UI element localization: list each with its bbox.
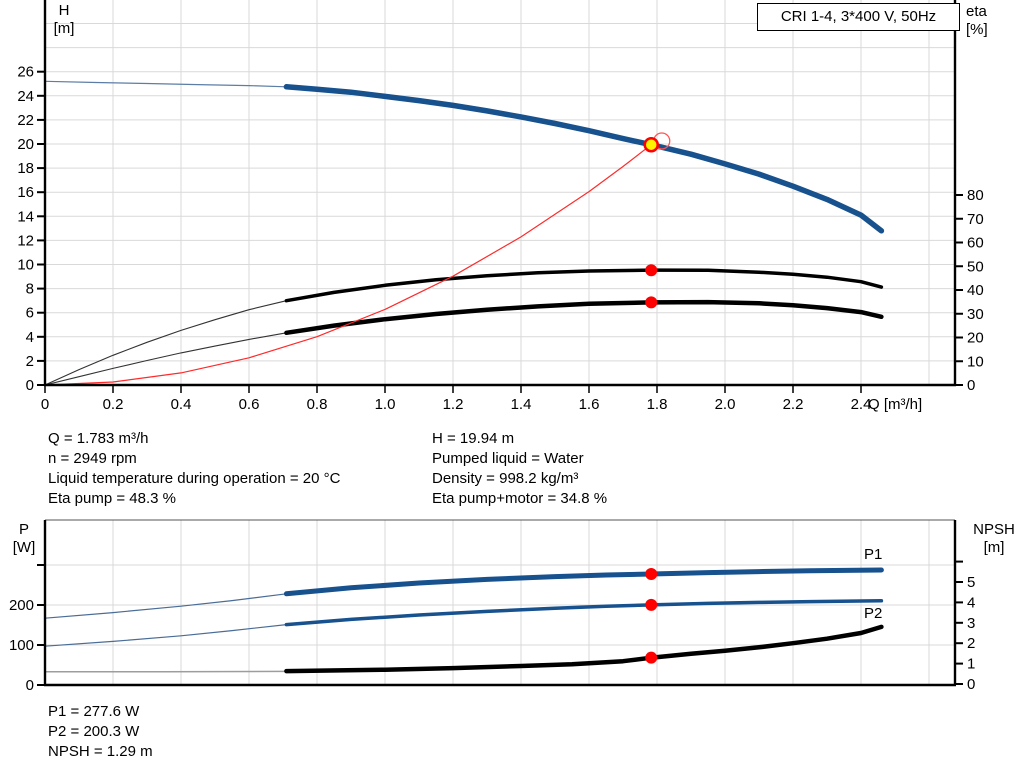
eta-pump-curve [284,268,884,303]
x-tick-label: 0.6 [239,396,260,413]
annotation-speed: n = 2949 rpm [48,450,137,467]
npsh-curve [284,624,884,674]
right-tick-label: 5 [967,574,975,591]
x-tick-label: 0.4 [171,396,192,413]
x-tick-label: 1.2 [443,396,464,413]
left-tick-label: 20 [17,136,34,153]
duty-annotations-left: Q = 1.783 m³/h n = 2949 rpm Liquid tempe… [48,429,340,509]
left-tick-label: 18 [17,160,34,177]
npsh-axis-label-symbol: NPSH [973,521,1015,538]
p-axis-label-unit: [W] [12,539,36,556]
right-tick-label: 0 [967,377,975,394]
power-annotations: P1 = 277.6 W P2 = 200.3 W NPSH = 1.29 m [48,702,153,762]
eta-pump-motor-curve [44,332,287,386]
right-tick-label: 2 [967,635,975,652]
system-curve [44,144,652,386]
eta-axis-label-unit: [%] [966,21,988,38]
left-tick-label: 12 [17,232,34,249]
eta-pump-motor-curve [284,299,884,336]
left-tick-label: 10 [17,257,34,274]
x-tick-label: 1.6 [579,396,600,413]
eta-pump-curve [44,300,287,386]
annotation-p1: P1 = 277.6 W [48,703,140,720]
p2-curve-label: P2 [864,605,882,622]
right-tick-label: 60 [967,235,984,252]
left-tick-label: 200 [9,597,34,614]
pump-title-box: CRI 1-4, 3*400 V, 50Hz [757,3,960,31]
right-tick-label: 4 [967,594,975,611]
head-curve [283,84,885,234]
right-tick-label: 50 [967,258,984,275]
right-tick-label: 20 [967,330,984,347]
right-tick-label: 40 [967,282,984,299]
left-tick-label: 4 [26,329,34,346]
power-npsh-chart: 0 100 200 0 1 2 3 4 5 P1 P2 [9,519,975,694]
right-tick-label: 10 [967,353,984,370]
p-axis-label: P [W] [7,521,41,557]
right-tick-label: 70 [967,211,984,228]
duty-annotations-right: H = 19.94 m Pumped liquid = Water Densit… [432,429,607,509]
x-tick-label: 1.4 [511,396,532,413]
h-axis-label-unit: [m] [53,20,75,37]
npsh-axis-label-unit: [m] [983,539,1005,556]
annotation-liquid-temp: Liquid temperature during operation = 20… [48,470,341,487]
annotation-pumped-liquid: Pumped liquid = Water [432,450,584,467]
eta-pump-point[interactable] [645,264,658,277]
head-curve [44,80,287,88]
x-tick-label: 2.4 [851,396,872,413]
p-axis-label-symbol: P [18,521,29,538]
left-tick-label: 22 [17,112,34,129]
x-tick-label: 0 [41,396,49,413]
annotation-eta-pump-motor: Eta pump+motor = 34.8 % [432,490,608,507]
p2-curve [284,599,884,627]
x-tick-label: 1.8 [647,396,668,413]
npsh-point[interactable] [645,651,658,664]
left-tick-label: 26 [17,64,34,81]
p1-curve [283,567,884,597]
annotation-p2: P2 = 200.3 W [48,723,140,740]
h-axis-label: H [m] [50,2,78,38]
right-tick-label: 30 [967,306,984,323]
annotation-density: Density = 998.2 kg/m³ [432,470,579,487]
annotation-eta-pump: Eta pump = 48.3 % [48,490,176,507]
x-tick-label: 2.0 [715,396,736,413]
x-tick-label: 1.0 [375,396,396,413]
left-tick-label: 6 [26,305,34,322]
head-efficiency-chart: 0246810121416182022242601020304050607080… [17,0,984,413]
left-tick-label: 8 [26,281,34,298]
left-tick-label: 24 [17,88,34,105]
annotation-npsh: NPSH = 1.29 m [48,743,153,760]
p1-curve-label: P1 [864,546,882,563]
x-tick-label: 0.8 [307,396,328,413]
npsh-axis-label: NPSH [m] [966,521,1022,557]
left-tick-label: 0 [26,677,34,694]
left-tick-label: 100 [9,637,34,654]
left-tick-label: 2 [26,353,34,370]
duty-point[interactable] [643,136,659,153]
right-tick-label: 80 [967,187,984,204]
x-tick-label: 0.2 [103,396,124,413]
eta-pump-motor-point[interactable] [645,296,658,309]
annotation-q: Q = 1.783 m³/h [48,430,149,447]
right-tick-label: 1 [967,656,975,673]
eta-axis-label: eta [%] [966,3,988,39]
p1-point[interactable] [645,567,658,580]
p2-curve [44,623,287,647]
h-axis-label-symbol: H [58,2,70,19]
eta-axis-label-symbol: eta [966,3,987,20]
annotation-head: H = 19.94 m [432,430,515,447]
right-tick-label: 0 [967,676,975,693]
left-tick-label: 16 [17,184,34,201]
p1-curve [44,593,287,619]
x-tick-label: 2.2 [783,396,804,413]
p2-point[interactable] [645,598,658,611]
right-tick-label: 3 [967,615,975,632]
left-tick-label: 14 [17,208,34,225]
left-tick-label: 0 [26,377,34,394]
x-axis-title: Q [m³/h] [868,396,922,413]
